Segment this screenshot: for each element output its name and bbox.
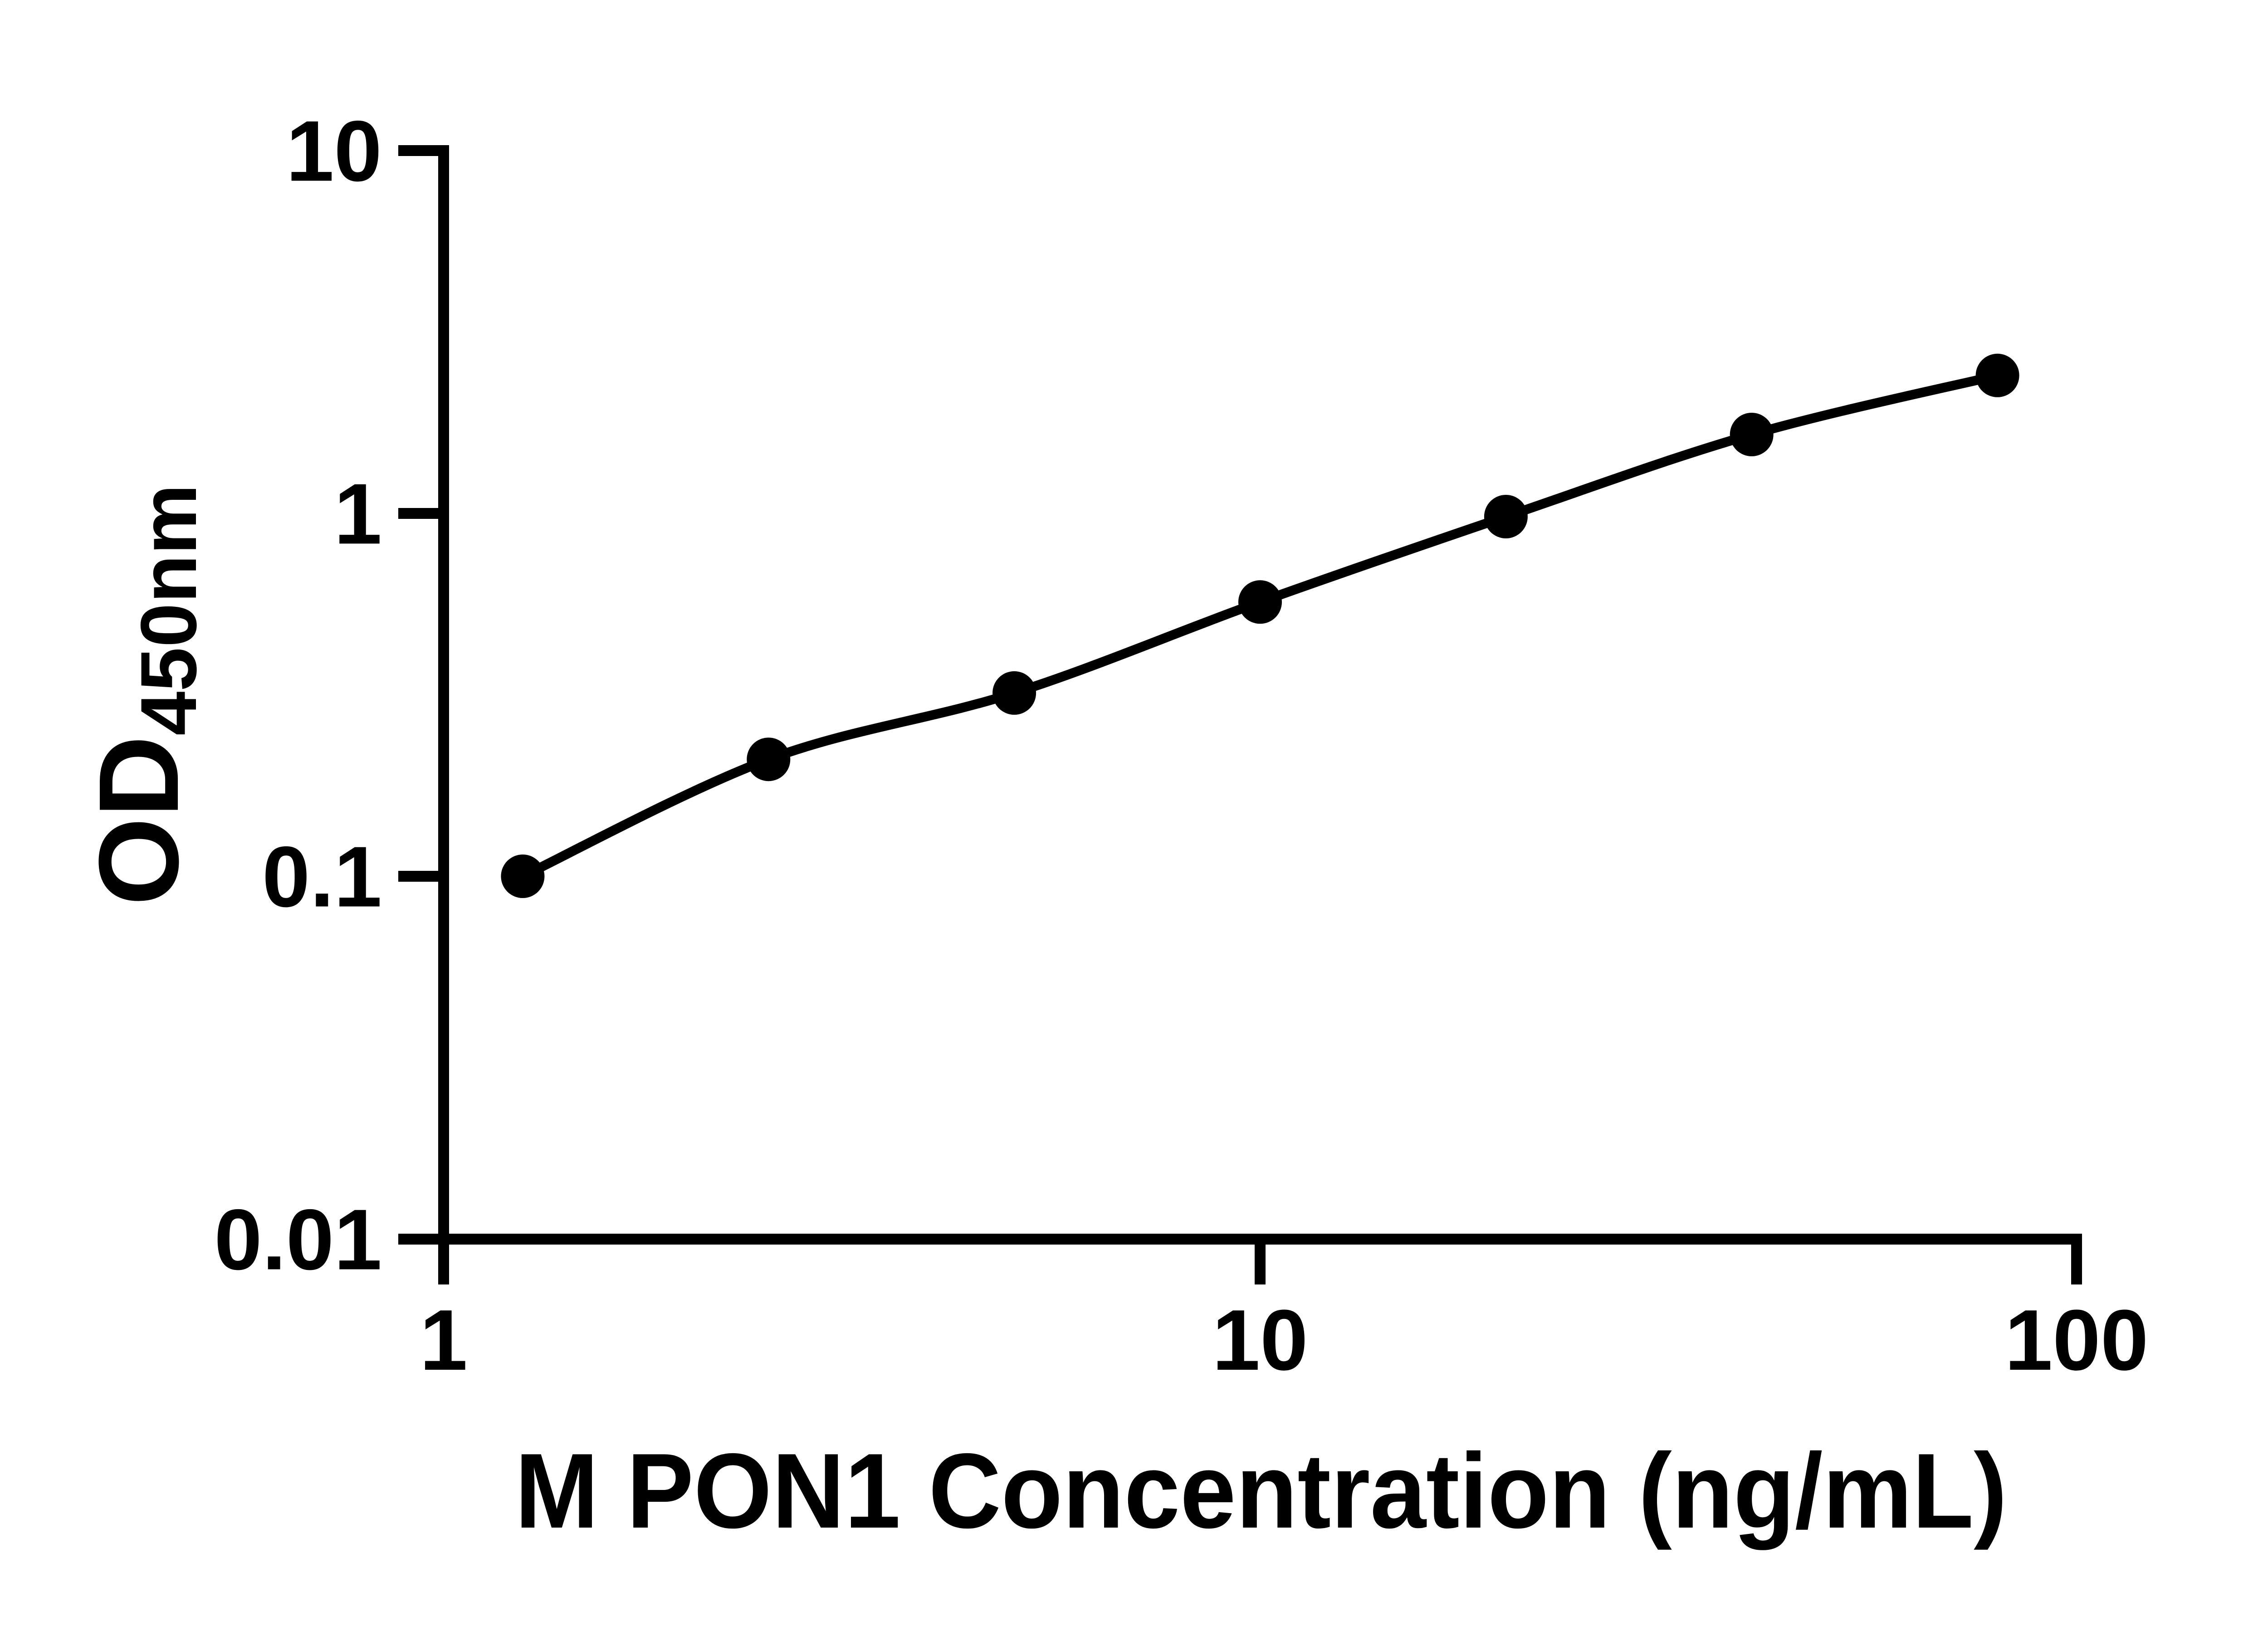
data-series	[501, 353, 2019, 898]
y-tick-label: 0.1	[262, 829, 382, 925]
x-tick	[438, 1243, 449, 1284]
data-point	[501, 855, 545, 898]
y-axis-title-main: OD	[75, 736, 202, 906]
x-axis-line	[400, 1234, 2082, 1245]
x-tick-label: 1	[420, 1292, 468, 1388]
x-tick	[2071, 1243, 2082, 1284]
data-point	[1975, 353, 2019, 397]
data-point	[1238, 580, 1282, 624]
y-axis-title: OD450nm	[75, 484, 213, 905]
x-tick-label: 10	[1212, 1292, 1308, 1388]
trend-line	[518, 371, 2003, 881]
y-tick	[398, 508, 440, 519]
axis-tick-labels: 10 1 0.1 0.01 1 10 100	[214, 103, 2148, 1389]
x-tick-label: 100	[2004, 1292, 2148, 1388]
axis-ticks	[398, 145, 2082, 1284]
y-tick	[398, 1234, 440, 1245]
data-point	[992, 671, 1036, 715]
y-tick-label: 1	[334, 466, 382, 562]
data-point	[1730, 413, 1774, 456]
data-point	[747, 737, 791, 781]
y-axis-line	[438, 145, 449, 1245]
data-point	[1484, 495, 1528, 538]
y-tick	[398, 871, 440, 882]
x-tick	[1255, 1243, 1266, 1284]
y-tick-label: 10	[286, 103, 382, 200]
y-tick-label: 0.01	[214, 1192, 382, 1288]
axes	[400, 145, 2082, 1245]
x-axis-title: M PON1 Concentration (ng/mL)	[515, 1431, 2007, 1550]
y-axis-title-subscript: 450nm	[125, 484, 213, 735]
y-tick	[398, 145, 440, 156]
